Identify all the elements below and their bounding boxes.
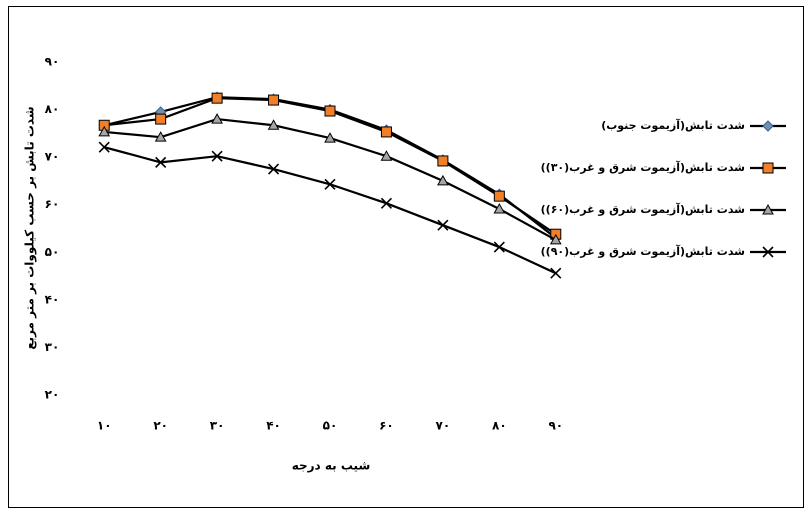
y-tick-label: ۸۰ <box>45 102 60 116</box>
marker <box>493 190 505 202</box>
marker <box>324 132 336 143</box>
y-axis-label: شدت تابش بر حسب کیلووات بر متر مربع <box>23 106 38 349</box>
marker <box>437 155 449 167</box>
legend-label: شدت تابش(آزیموت جنوب) <box>601 118 745 132</box>
x-tick-label: ۱۰ <box>97 419 112 433</box>
x-tick-label: ۹۰ <box>548 419 563 433</box>
marker <box>98 141 110 153</box>
x-tick-label: ۷۰ <box>436 419 451 433</box>
y-tick-label: ۷۰ <box>45 150 60 164</box>
marker <box>267 163 280 175</box>
x-tick-label: ۲۰ <box>153 419 168 433</box>
marker <box>155 156 167 168</box>
marker <box>550 267 562 279</box>
y-tick-label: ۹۰ <box>45 55 60 69</box>
legend-label: شدت تابش(آزیموت شرق و غرب(۹۰)) <box>541 244 745 258</box>
marker <box>211 150 223 162</box>
marker <box>268 94 280 106</box>
legend-marker <box>762 246 774 258</box>
marker <box>98 125 111 137</box>
marker <box>154 131 167 142</box>
x-tick-label: ۸۰ <box>492 419 507 433</box>
chart-frame <box>8 6 804 508</box>
marker <box>155 113 167 125</box>
y-tick-label: ۳۰ <box>45 340 60 354</box>
x-axis-label: شیب به درجه <box>292 459 371 473</box>
legend-marker <box>762 120 774 132</box>
x-tick-label: ۳۰ <box>210 419 225 433</box>
legend-label: شدت تابش(آزیموت شرق و غرب(۳۰)) <box>541 160 745 174</box>
marker <box>267 119 280 130</box>
y-tick-label: ۶۰ <box>45 197 60 211</box>
legend-marker <box>762 203 774 215</box>
marker <box>211 92 223 104</box>
marker <box>437 174 449 186</box>
marker <box>211 113 223 124</box>
legend-label: شدت تابش(آزیموت شرق و غرب(۶۰)) <box>541 202 745 216</box>
legend-marker <box>762 162 774 174</box>
marker <box>493 241 505 253</box>
marker <box>380 197 393 209</box>
x-tick-label: ۶۰ <box>379 419 394 433</box>
marker <box>380 126 392 138</box>
marker <box>549 233 562 245</box>
x-tick-label: ۴۰ <box>266 419 281 433</box>
marker <box>324 105 336 117</box>
marker <box>493 202 506 214</box>
x-tick-label: ۵۰ <box>323 419 338 433</box>
y-tick-label: ۲۰ <box>45 388 60 402</box>
y-tick-label: ۴۰ <box>45 292 60 306</box>
marker <box>437 219 449 231</box>
marker <box>380 150 393 161</box>
y-tick-label: ۵۰ <box>45 245 60 259</box>
marker <box>324 178 336 190</box>
